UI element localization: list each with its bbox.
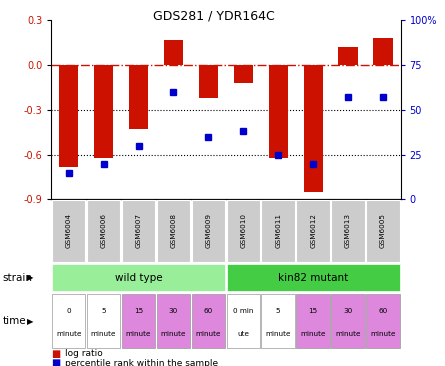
Bar (129, 65, 148, 129)
Text: minute: minute (56, 330, 81, 337)
Bar (122, 294, 155, 348)
Text: 15: 15 (134, 308, 143, 314)
Text: 30: 30 (344, 308, 353, 314)
Bar (332, 294, 365, 348)
Text: GSM6010: GSM6010 (240, 213, 246, 249)
Text: ▶: ▶ (27, 317, 33, 326)
Bar (234, 65, 253, 83)
Bar (227, 200, 260, 262)
Text: GDS281 / YDR164C: GDS281 / YDR164C (153, 9, 275, 22)
Bar (87, 294, 120, 348)
Text: GSM6012: GSM6012 (310, 213, 316, 249)
Bar (94, 65, 113, 158)
Text: 5: 5 (101, 308, 106, 314)
Text: GSM6004: GSM6004 (66, 213, 72, 249)
Text: minute: minute (266, 330, 291, 337)
Bar (269, 65, 288, 158)
Text: percentile rank within the sample: percentile rank within the sample (65, 359, 218, 366)
Text: kin82 mutant: kin82 mutant (278, 273, 348, 283)
Text: GSM6008: GSM6008 (170, 213, 176, 249)
Bar (87, 200, 120, 262)
Text: GSM6011: GSM6011 (275, 213, 281, 249)
Bar (296, 294, 330, 348)
Bar (157, 200, 190, 262)
Text: minute: minute (161, 330, 186, 337)
Bar (192, 200, 225, 262)
Text: 60: 60 (378, 308, 388, 314)
Text: minute: minute (336, 330, 361, 337)
Text: minute: minute (196, 330, 221, 337)
Text: ▶: ▶ (27, 273, 33, 282)
Bar (332, 200, 365, 262)
Text: GSM6006: GSM6006 (101, 213, 106, 249)
Text: minute: minute (91, 330, 116, 337)
Bar (373, 38, 392, 65)
Text: 5: 5 (276, 308, 280, 314)
Bar (52, 200, 85, 262)
Text: minute: minute (126, 330, 151, 337)
Bar (366, 200, 400, 262)
Text: GSM6013: GSM6013 (345, 213, 351, 249)
Text: GSM6007: GSM6007 (136, 213, 142, 249)
Bar (164, 40, 183, 65)
Bar (262, 200, 295, 262)
Text: GSM6005: GSM6005 (380, 213, 386, 249)
Text: ute: ute (237, 330, 249, 337)
Text: strain: strain (2, 273, 32, 283)
Text: minute: minute (370, 330, 396, 337)
Text: ■: ■ (51, 348, 61, 359)
Bar (296, 200, 330, 262)
Text: GSM6009: GSM6009 (206, 213, 211, 249)
Bar (366, 294, 400, 348)
Text: log ratio: log ratio (65, 349, 102, 358)
Bar (52, 264, 225, 291)
Bar (227, 294, 260, 348)
Text: 15: 15 (308, 308, 318, 314)
Bar (262, 294, 295, 348)
Bar (199, 65, 218, 98)
Text: ■: ■ (51, 358, 61, 366)
Bar (59, 65, 78, 167)
Text: minute: minute (300, 330, 326, 337)
Text: 0: 0 (66, 308, 71, 314)
Bar (52, 294, 85, 348)
Text: time: time (2, 316, 26, 326)
Text: wild type: wild type (115, 273, 162, 283)
Bar (192, 294, 225, 348)
Bar (303, 65, 323, 192)
Bar (157, 294, 190, 348)
Bar (227, 264, 400, 291)
Text: 30: 30 (169, 308, 178, 314)
Bar (339, 47, 358, 65)
Text: 60: 60 (204, 308, 213, 314)
Bar (122, 200, 155, 262)
Text: 0 min: 0 min (233, 308, 254, 314)
